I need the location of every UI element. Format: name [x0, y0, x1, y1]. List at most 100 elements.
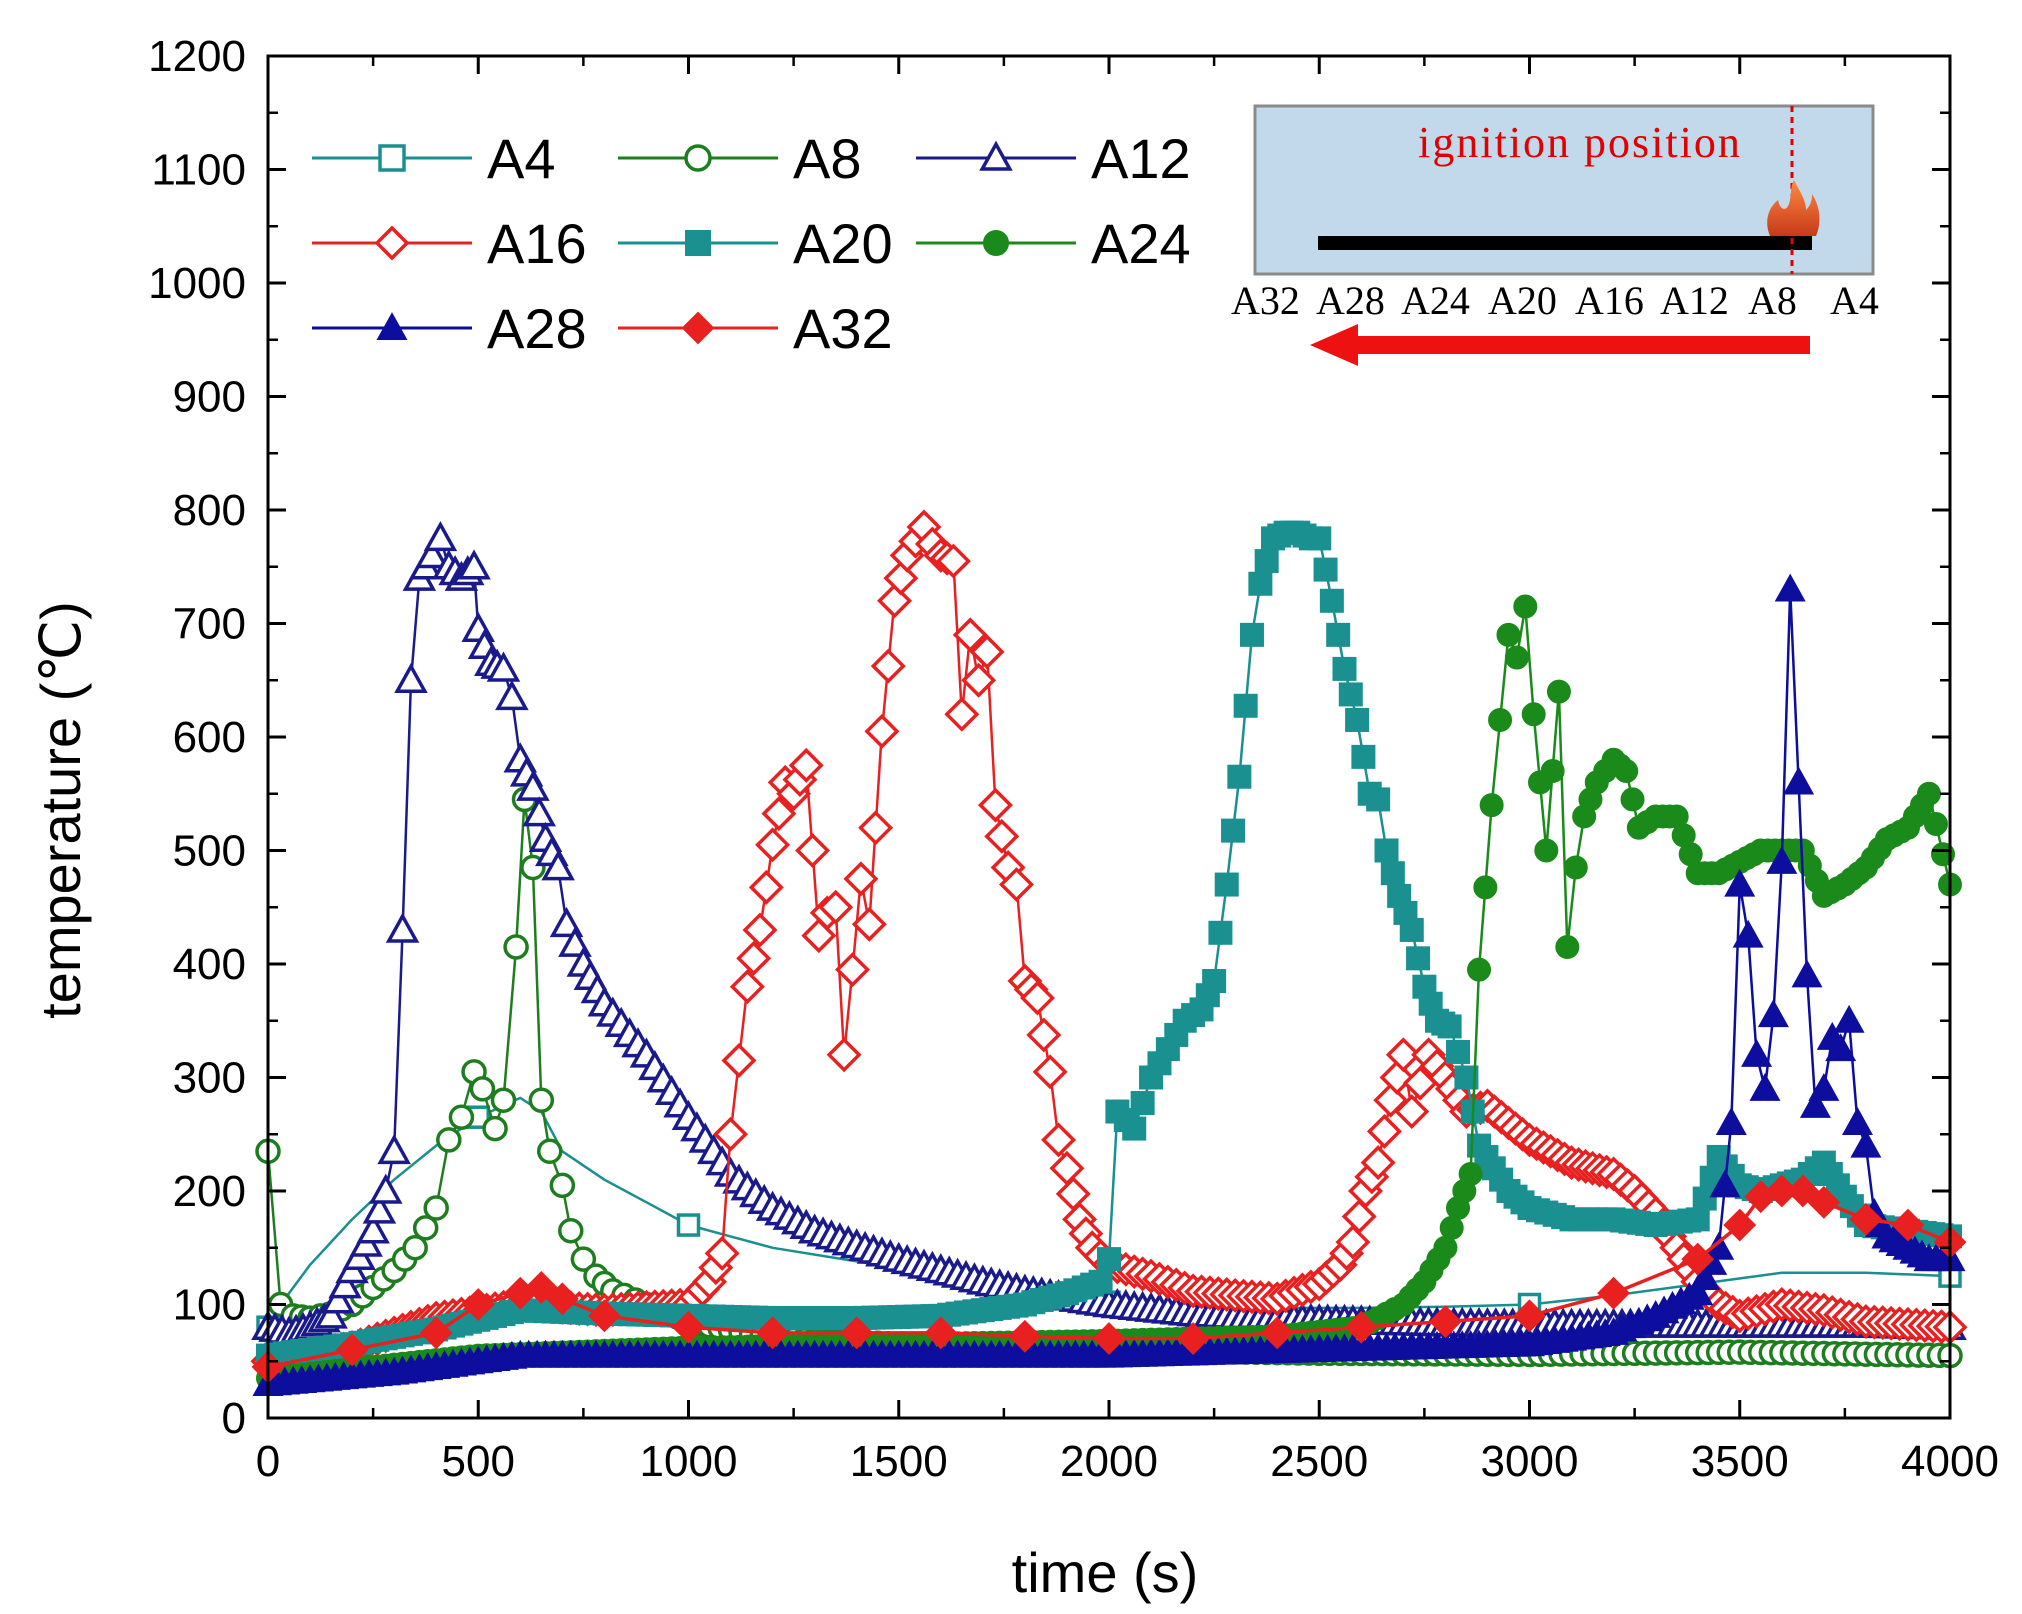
data-point-a16 [729, 969, 765, 1005]
data-point-a8 [570, 1246, 597, 1272]
inset-sensor-label: A4 [1830, 278, 1879, 323]
data-point-a12 [522, 796, 556, 827]
data-point-a8 [402, 1235, 428, 1261]
data-point-a12 [486, 651, 521, 682]
data-point-a16 [788, 747, 824, 783]
series-a16 [250, 509, 1968, 1379]
data-point-a16 [1341, 1199, 1377, 1235]
data-point-a16 [1360, 1145, 1396, 1181]
data-point-a20 [1313, 557, 1338, 582]
inset-sensor-label: A24 [1401, 278, 1470, 323]
data-point-a32 [1344, 1310, 1378, 1344]
data-point-a16 [1032, 1054, 1068, 1090]
direction-arrow-shaft [1350, 336, 1810, 354]
y-tick-label: 1200 [148, 32, 246, 81]
data-point-a24 [1458, 1161, 1483, 1186]
data-point-a12 [394, 662, 428, 694]
inset-sensor-label: A20 [1488, 278, 1557, 323]
data-point-a8 [469, 1076, 496, 1102]
data-point-a16 [755, 827, 791, 863]
plot-area [250, 509, 1968, 1396]
legend-marker [685, 230, 711, 256]
legend-label: A16 [487, 212, 587, 275]
y-tick-label: 0 [222, 1394, 246, 1443]
data-point-a20 [1380, 861, 1405, 886]
data-point-a12 [356, 1213, 390, 1244]
data-point-a24 [1540, 759, 1565, 784]
data-point-a12 [362, 1193, 397, 1224]
data-point-a24 [1467, 957, 1492, 982]
data-point-a20 [1097, 1247, 1121, 1272]
y-tick-label: 800 [173, 486, 246, 535]
data-point-a28 [1715, 1107, 1747, 1135]
data-point-a28 [1841, 1107, 1873, 1135]
data-point-a20 [1366, 787, 1391, 812]
data-point-a12 [516, 770, 550, 801]
direction-arrow-head [1310, 324, 1358, 366]
data-point-a32 [1786, 1174, 1820, 1208]
data-point-a24 [1479, 793, 1504, 818]
data-point-a12 [558, 926, 592, 957]
data-point-a24 [1504, 645, 1529, 670]
data-point-a12 [415, 537, 449, 569]
data-point-a28 [1749, 1072, 1781, 1101]
data-point-a12 [314, 1298, 348, 1329]
y-tick-label: 200 [173, 1167, 246, 1216]
data-point-a20 [1332, 656, 1357, 681]
data-point-a28 [1682, 1277, 1714, 1306]
data-point-a32 [335, 1333, 369, 1367]
fire-icon [1767, 180, 1820, 236]
inset-rod [1318, 236, 1812, 250]
data-point-a16 [935, 543, 971, 579]
data-point-a28 [1808, 1072, 1840, 1101]
y-tick-label: 400 [173, 940, 246, 989]
legend-item-a32: A32 [618, 297, 893, 360]
x-axis-title: time (s) [1012, 1541, 1199, 1604]
data-point-a16 [835, 952, 870, 988]
data-point-a20 [1130, 1091, 1155, 1116]
data-point-a28 [1825, 1033, 1857, 1062]
data-point-a28 [1833, 1004, 1865, 1033]
data-point-a20 [1338, 682, 1363, 707]
x-tick-label: 3000 [1481, 1437, 1579, 1486]
legend-marker [374, 225, 410, 261]
data-point-a16 [704, 1235, 740, 1271]
legend-label: A28 [487, 297, 587, 360]
data-point-a24 [1521, 702, 1546, 727]
data-point-a16 [736, 940, 772, 976]
data-point-a24 [1513, 594, 1538, 619]
legend: A4 A8 A12 A16 A20 A24 A28 A32 [312, 127, 1191, 360]
data-point-a16 [851, 906, 887, 942]
data-point-a32 [524, 1271, 558, 1304]
data-point-a32 [840, 1316, 874, 1350]
legend-item-a16: A16 [312, 212, 587, 275]
data-point-a20 [1374, 838, 1399, 863]
data-point-a12 [549, 906, 584, 938]
series-a32 [251, 1174, 1967, 1384]
data-point-a24 [1620, 787, 1645, 812]
x-tick-label: 2000 [1060, 1437, 1158, 1486]
data-point-a16 [795, 833, 831, 868]
legend-item-a12: A12 [916, 127, 1191, 190]
data-point-a24 [1488, 707, 1513, 732]
data-point-a20 [1319, 588, 1344, 613]
inset-sensor-label: A32 [1231, 278, 1300, 323]
data-point-a32 [1513, 1299, 1546, 1333]
legend-label: A8 [793, 127, 862, 190]
y-tick-label: 1100 [151, 146, 246, 195]
data-point-a24 [1496, 622, 1521, 647]
y-tick-label: 900 [173, 373, 246, 422]
x-tick-label: 1000 [640, 1437, 738, 1486]
data-point-a28 [1689, 1262, 1721, 1291]
data-point-a16 [864, 713, 900, 749]
data-point-a28 [1850, 1129, 1882, 1158]
data-point-a16 [1026, 1017, 1062, 1053]
data-point-a16 [977, 787, 1013, 823]
data-point-a12 [541, 850, 575, 881]
data-point-a28 [1766, 845, 1798, 874]
y-tick-label: 500 [173, 827, 246, 876]
y-tick-label: 600 [173, 713, 246, 762]
data-point-a32 [1807, 1185, 1841, 1219]
data-point-a32 [756, 1316, 790, 1350]
legend-item-a24: A24 [916, 212, 1191, 275]
